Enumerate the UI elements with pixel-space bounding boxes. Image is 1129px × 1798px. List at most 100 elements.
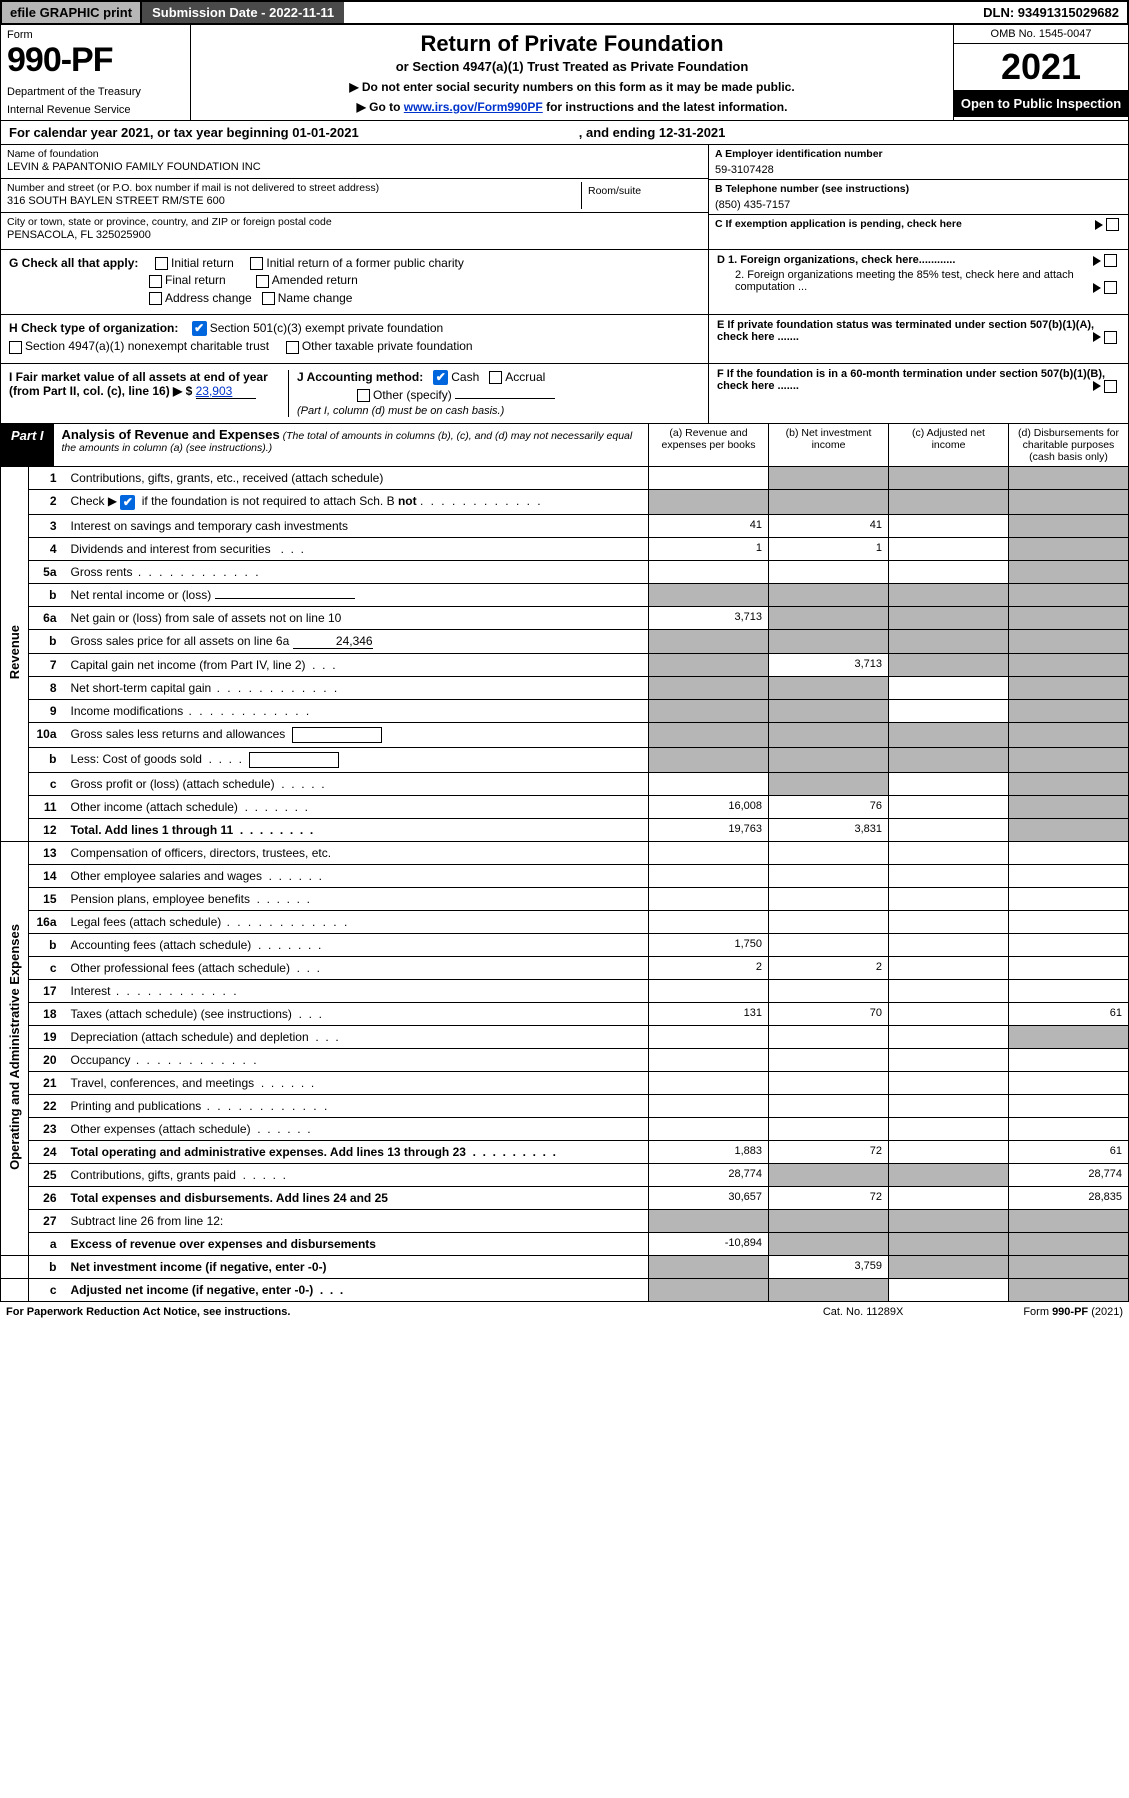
footer: For Paperwork Reduction Act Notice, see … bbox=[0, 1302, 1129, 1322]
h3-checkbox[interactable] bbox=[286, 341, 299, 354]
ein-value: 59-3107428 bbox=[715, 164, 1122, 176]
line-3-b: 41 bbox=[769, 514, 889, 537]
i-value[interactable]: 23,903 bbox=[196, 384, 256, 399]
line-9-desc: Income modifications bbox=[65, 699, 649, 722]
omb-number: OMB No. 1545-0047 bbox=[954, 25, 1128, 44]
line-6b-desc: Gross sales price for all assets on line… bbox=[65, 629, 649, 653]
c-label: C If exemption application is pending, c… bbox=[715, 218, 962, 230]
g6-text: Name change bbox=[278, 291, 353, 305]
info-grid: Name of foundation LEVIN & PAPANTONIO FA… bbox=[0, 145, 1129, 250]
dept-treasury: Department of the Treasury bbox=[7, 86, 184, 98]
h1-checkbox-checked[interactable]: ✔ bbox=[192, 321, 207, 336]
form-header: Form 990-PF Department of the Treasury I… bbox=[0, 25, 1129, 121]
d1-line: D 1. Foreign organizations, check here..… bbox=[717, 254, 1120, 266]
line-15-desc: Pension plans, employee benefits . . . .… bbox=[65, 887, 649, 910]
line-24-desc: Total operating and administrative expen… bbox=[65, 1140, 649, 1163]
part1-desc: Analysis of Revenue and Expenses (The to… bbox=[54, 424, 648, 466]
schb-checkbox[interactable]: ✔ bbox=[120, 495, 135, 510]
form990pf-link[interactable]: www.irs.gov/Form990PF bbox=[404, 100, 543, 114]
j-other-checkbox[interactable] bbox=[357, 389, 370, 402]
line-5a-desc: Gross rents bbox=[65, 560, 649, 583]
line-4-desc: Dividends and interest from securities .… bbox=[65, 537, 649, 560]
part1-table: Revenue 1Contributions, gifts, grants, e… bbox=[0, 467, 1129, 1301]
line-num: 1 bbox=[29, 467, 65, 490]
exemption-pending-box: C If exemption application is pending, c… bbox=[709, 215, 1128, 249]
h2-checkbox[interactable] bbox=[9, 341, 22, 354]
form-label: Form bbox=[7, 29, 184, 41]
h-label: H Check type of organization: bbox=[9, 321, 178, 335]
line-16b-a: 1,750 bbox=[649, 933, 769, 956]
line-16c-desc: Other professional fees (attach schedule… bbox=[65, 956, 649, 979]
g-name-checkbox[interactable] bbox=[262, 292, 275, 305]
g-final-checkbox[interactable] bbox=[149, 275, 162, 288]
topbar: efile GRAPHIC print Submission Date - 20… bbox=[0, 0, 1129, 25]
g-label: G Check all that apply: bbox=[9, 256, 138, 270]
tax-year: 2021 bbox=[954, 44, 1128, 90]
g3-text: Final return bbox=[165, 273, 226, 287]
cal-end: , and ending 12-31-2021 bbox=[579, 125, 726, 140]
city-label: City or town, state or province, country… bbox=[7, 216, 702, 228]
ein-label: A Employer identification number bbox=[715, 148, 1122, 160]
line-27c-desc: Adjusted net income (if negative, enter … bbox=[65, 1278, 649, 1301]
h2-text: Section 4947(a)(1) nonexempt charitable … bbox=[25, 339, 269, 353]
g4-text: Amended return bbox=[272, 273, 358, 287]
g-amended-checkbox[interactable] bbox=[256, 275, 269, 288]
submission-date: Submission Date - 2022-11-11 bbox=[142, 2, 344, 23]
efile-print-button[interactable]: efile GRAPHIC print bbox=[2, 2, 142, 23]
line-7-b: 3,713 bbox=[769, 653, 889, 676]
dept-irs: Internal Revenue Service bbox=[7, 104, 184, 116]
d1-checkbox[interactable] bbox=[1104, 254, 1117, 267]
line-13-desc: Compensation of officers, directors, tru… bbox=[65, 841, 649, 864]
c-checkbox[interactable] bbox=[1106, 218, 1119, 231]
sidebar-expenses: Operating and Administrative Expenses bbox=[1, 841, 29, 1255]
header-title: Return of Private Foundation bbox=[201, 31, 943, 57]
footer-left: For Paperwork Reduction Act Notice, see … bbox=[6, 1306, 290, 1318]
j-accrual-checkbox[interactable] bbox=[489, 371, 502, 384]
line-26-desc: Total expenses and disbursements. Add li… bbox=[65, 1186, 649, 1209]
line-25-desc: Contributions, gifts, grants paid . . . … bbox=[65, 1163, 649, 1186]
h3-text: Other taxable private foundation bbox=[302, 339, 473, 353]
line-18-a: 131 bbox=[649, 1002, 769, 1025]
line-6a-a: 3,713 bbox=[649, 606, 769, 629]
line-23-desc: Other expenses (attach schedule) . . . .… bbox=[65, 1117, 649, 1140]
line-16c-b: 2 bbox=[769, 956, 889, 979]
line-14-desc: Other employee salaries and wages . . . … bbox=[65, 864, 649, 887]
line-3-desc: Interest on savings and temporary cash i… bbox=[65, 514, 649, 537]
sidebar-revenue: Revenue bbox=[1, 467, 29, 841]
line-27a-a: -10,894 bbox=[649, 1232, 769, 1255]
addr-label: Number and street (or P.O. box number if… bbox=[7, 182, 581, 194]
part1-header: Part I Analysis of Revenue and Expenses … bbox=[0, 424, 1129, 467]
f-checkbox[interactable] bbox=[1104, 380, 1117, 393]
line-26-d: 28,835 bbox=[1009, 1186, 1129, 1209]
line-5b-desc: Net rental income or (loss) bbox=[65, 583, 649, 606]
g-address-checkbox[interactable] bbox=[149, 292, 162, 305]
j-cash-checkbox[interactable]: ✔ bbox=[433, 370, 448, 385]
form-number: 990-PF bbox=[7, 41, 184, 80]
line-18-desc: Taxes (attach schedule) (see instruction… bbox=[65, 1002, 649, 1025]
d1-text: D 1. Foreign organizations, check here..… bbox=[717, 254, 955, 266]
g-initial-public-checkbox[interactable] bbox=[250, 257, 263, 270]
g-initial-checkbox[interactable] bbox=[155, 257, 168, 270]
d2-checkbox[interactable] bbox=[1104, 281, 1117, 294]
e-checkbox[interactable] bbox=[1104, 331, 1117, 344]
arrow-icon bbox=[1093, 381, 1101, 391]
col-c-header: (c) Adjusted net income bbox=[888, 424, 1008, 466]
line-10a-desc: Gross sales less returns and allowances bbox=[65, 722, 649, 747]
line-10b-desc: Less: Cost of goods sold . . . . bbox=[65, 747, 649, 772]
line-24-a: 1,883 bbox=[649, 1140, 769, 1163]
line-12-a: 19,763 bbox=[649, 818, 769, 841]
city-box: City or town, state or province, country… bbox=[1, 213, 708, 247]
name-value: LEVIN & PAPANTONIO FAMILY FOUNDATION INC bbox=[7, 161, 702, 173]
line-27a-desc: Excess of revenue over expenses and disb… bbox=[65, 1232, 649, 1255]
header-note-2: ▶ Go to www.irs.gov/Form990PF for instru… bbox=[201, 100, 943, 114]
g1-text: Initial return bbox=[171, 256, 234, 270]
e-text: E If private foundation status was termi… bbox=[717, 319, 1094, 343]
col-a-header: (a) Revenue and expenses per books bbox=[648, 424, 768, 466]
part1-label: Part I bbox=[1, 424, 54, 466]
g2-text: Initial return of a former public charit… bbox=[266, 256, 463, 270]
room-suite: Room/suite bbox=[582, 182, 702, 209]
g5-text: Address change bbox=[165, 291, 252, 305]
line-4-a: 1 bbox=[649, 537, 769, 560]
header-left: Form 990-PF Department of the Treasury I… bbox=[1, 25, 191, 120]
j-label: J Accounting method: bbox=[297, 370, 423, 384]
